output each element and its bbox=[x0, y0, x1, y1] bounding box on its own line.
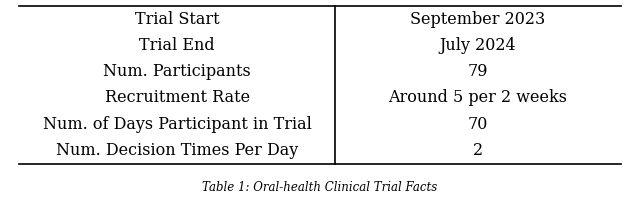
Text: Table 1: Oral-health Clinical Trial Facts: Table 1: Oral-health Clinical Trial Fact… bbox=[202, 181, 438, 194]
Text: Around 5 per 2 weeks: Around 5 per 2 weeks bbox=[388, 89, 568, 106]
Text: Num. Decision Times Per Day: Num. Decision Times Per Day bbox=[56, 142, 298, 159]
Text: Num. Participants: Num. Participants bbox=[103, 63, 251, 80]
Text: 70: 70 bbox=[468, 116, 488, 133]
Text: Num. of Days Participant in Trial: Num. of Days Participant in Trial bbox=[43, 116, 312, 133]
Text: Recruitment Rate: Recruitment Rate bbox=[104, 89, 250, 106]
Text: September 2023: September 2023 bbox=[410, 11, 545, 28]
Text: 2: 2 bbox=[473, 142, 483, 159]
Text: Trial Start: Trial Start bbox=[135, 11, 220, 28]
Text: July 2024: July 2024 bbox=[440, 37, 516, 54]
Text: Trial End: Trial End bbox=[140, 37, 215, 54]
Text: 79: 79 bbox=[468, 63, 488, 80]
